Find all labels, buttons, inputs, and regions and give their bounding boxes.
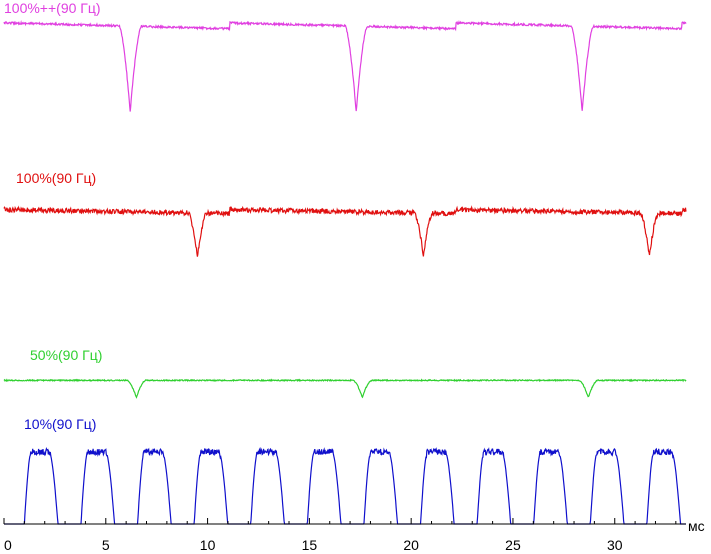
- series-line-0: [3, 20, 687, 112]
- series-line-2: [3, 378, 687, 399]
- x-axis-ticks: 0 5 10 15 20 25 30: [3, 518, 677, 553]
- series-label-10: 10%(90 Гц): [24, 416, 96, 432]
- x-tick-label: 0: [4, 537, 12, 553]
- x-tick-label: 10: [200, 537, 216, 553]
- x-tick-label: 15: [302, 537, 318, 553]
- series-line-1: [3, 205, 687, 257]
- series-label-100: 100%(90 Гц): [16, 170, 96, 186]
- x-tick-label: 30: [607, 537, 623, 553]
- series-label-100pp: 100%++(90 Гц): [4, 0, 101, 16]
- x-tick-label: 20: [403, 537, 419, 553]
- x-tick-label: 25: [505, 537, 521, 553]
- x-axis-unit-label: мс: [688, 518, 705, 534]
- series-line-3: [4, 446, 686, 525]
- series-label-50: 50%(90 Гц): [30, 347, 102, 363]
- traces-group: [3, 20, 687, 525]
- x-tick-label: 5: [102, 537, 110, 553]
